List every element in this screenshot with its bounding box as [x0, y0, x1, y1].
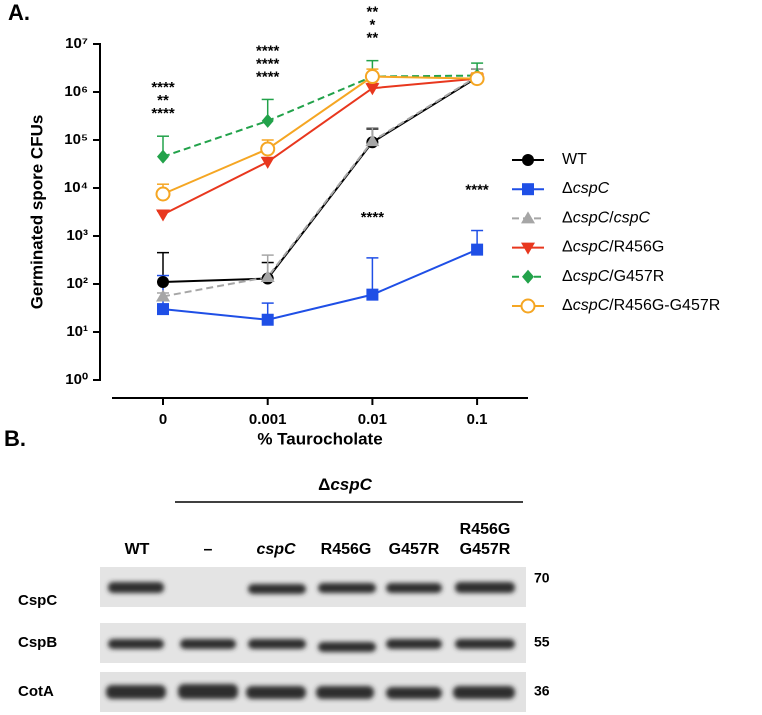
- significance: ****: [256, 55, 280, 72]
- band: [178, 684, 238, 699]
- x-tick-label: 0: [159, 411, 167, 428]
- significance: ****: [465, 181, 489, 198]
- significance: **: [157, 92, 169, 109]
- marker: [260, 156, 275, 169]
- marker: [469, 71, 485, 87]
- blot-strip: [100, 623, 526, 663]
- legend-label: ΔcspC/G457R: [562, 268, 664, 285]
- y-tick-label: 10³: [66, 227, 88, 244]
- band: [386, 687, 442, 699]
- marker: [260, 269, 275, 282]
- panel-b: B. ΔcspC: [4, 426, 526, 712]
- lane-label: cspC: [256, 541, 296, 558]
- marker: [156, 289, 170, 302]
- marker: [261, 113, 274, 128]
- significance: ****: [256, 68, 280, 85]
- series-line: [162, 77, 478, 216]
- marker: [260, 141, 276, 157]
- significance: **: [367, 4, 379, 21]
- significance: **: [367, 30, 379, 47]
- significance: ****: [256, 42, 280, 59]
- y-tick-label: 10⁷: [65, 35, 88, 52]
- marker: [157, 303, 169, 316]
- row-label: CspB: [18, 634, 57, 651]
- marker: [155, 186, 171, 202]
- significance: ****: [151, 79, 175, 96]
- band: [106, 685, 166, 699]
- significance: ****: [151, 105, 175, 122]
- band: [108, 639, 164, 649]
- x-tick-label: 0.1: [467, 411, 488, 428]
- band: [248, 639, 306, 649]
- marker: [521, 242, 535, 255]
- y-tick-label: 10⁰: [65, 371, 88, 388]
- marker: [261, 313, 274, 326]
- significance: *: [369, 17, 375, 34]
- group-label: ΔcspC: [318, 475, 373, 494]
- marker: [521, 211, 535, 224]
- lane-label: G457R: [389, 541, 440, 558]
- legend-label: WT: [562, 151, 587, 168]
- series-line: [162, 75, 478, 195]
- series-line: [162, 75, 478, 298]
- lane-label: –: [204, 541, 213, 558]
- legend-label: ΔcspC/R456G: [562, 239, 664, 256]
- marker: [522, 154, 534, 166]
- significance: ****: [361, 209, 385, 226]
- marker: [364, 69, 380, 85]
- y-tick-label: 10¹: [66, 323, 88, 340]
- marker: [522, 269, 534, 284]
- band: [453, 686, 515, 699]
- marker: [366, 288, 379, 301]
- size-marker: 70: [534, 570, 550, 586]
- bands: [106, 582, 515, 699]
- size-marker: 36: [534, 683, 550, 699]
- series-line: [162, 74, 478, 158]
- panel-label: B.: [4, 426, 26, 451]
- band: [108, 582, 164, 593]
- band: [318, 583, 376, 593]
- x-axis-label: % Taurocholate: [257, 429, 382, 448]
- legend-label: ΔcspC/R456G-G457R: [562, 297, 720, 314]
- band: [316, 686, 374, 699]
- lane-label: R456G G457R: [460, 521, 511, 558]
- marker: [520, 298, 536, 314]
- marker: [157, 149, 169, 164]
- band: [318, 642, 376, 652]
- legend-label: ΔcspC: [562, 180, 610, 197]
- band: [455, 582, 515, 593]
- lane-label: WT: [125, 541, 150, 558]
- band: [246, 686, 306, 699]
- y-axis-label: Germinated spore CFUs: [27, 115, 46, 310]
- series-line: [162, 248, 478, 321]
- y-tick-label: 10⁴: [64, 179, 88, 196]
- x-tick-label: 0.01: [358, 411, 387, 428]
- band: [386, 639, 442, 649]
- y-tick-label: 10⁵: [64, 131, 88, 148]
- marker: [365, 134, 380, 147]
- legend-label: ΔcspC/cspC: [562, 210, 650, 227]
- y-tick-label: 10²: [66, 275, 88, 292]
- marker: [156, 209, 170, 222]
- lane-label: R456G: [321, 541, 372, 558]
- band: [248, 584, 306, 594]
- row-label: CspC: [18, 592, 57, 609]
- y-tick-label: 10⁶: [64, 83, 88, 100]
- x-tick-label: 0.001: [249, 411, 287, 428]
- panel-label: A.: [8, 0, 30, 25]
- band: [455, 639, 515, 649]
- marker: [365, 83, 380, 96]
- marker: [522, 183, 534, 196]
- row-label: CotA: [18, 683, 54, 700]
- band: [180, 639, 236, 649]
- marker: [157, 276, 169, 289]
- marker: [471, 243, 484, 256]
- series-line: [162, 76, 478, 284]
- band: [386, 583, 442, 593]
- size-marker: 55: [534, 634, 550, 650]
